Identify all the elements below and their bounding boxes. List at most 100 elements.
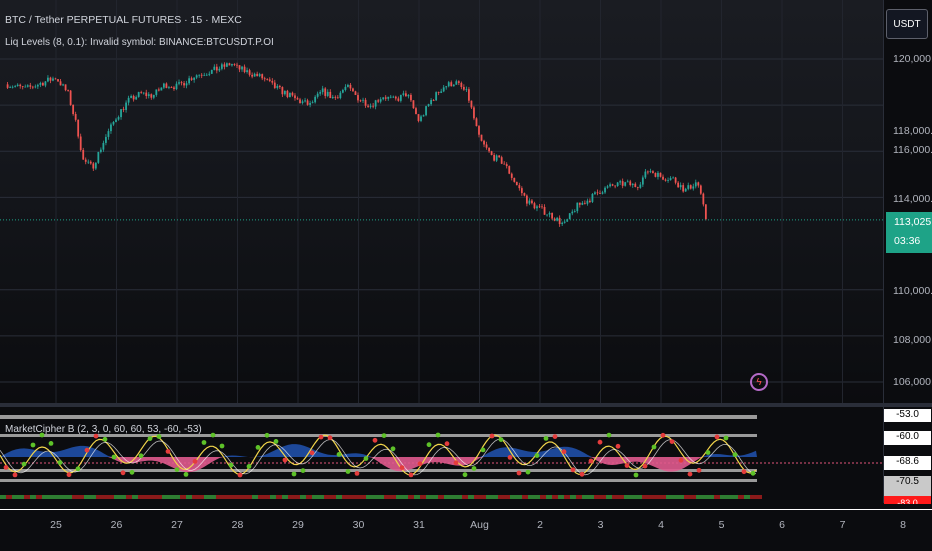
candle-body (601, 192, 604, 194)
candle-body (551, 213, 553, 219)
candle-body (183, 83, 185, 86)
pane-separator[interactable] (0, 403, 932, 407)
oscillator-legend[interactable]: MarketCipher B (2, 3, 0, 60, 60, 53, -60… (5, 424, 202, 435)
candle-body (362, 99, 364, 101)
osc-bottom-bar (330, 495, 336, 499)
price-tick-label: 110,000.0 (893, 285, 932, 297)
candle-body (531, 200, 533, 204)
candle-body (142, 92, 145, 94)
price-pane[interactable]: BTC / Tether PERPETUAL FUTURES · 15 · ME… (0, 0, 883, 403)
symbol-title[interactable]: BTC / Tether PERPETUAL FUTURES · 15 · ME… (5, 14, 242, 26)
osc-bottom-bar (228, 495, 234, 499)
osc-dot (165, 449, 171, 454)
candle-body (387, 96, 390, 99)
candle-body (427, 104, 430, 107)
osc-dot (561, 449, 567, 455)
candle-body (392, 96, 395, 98)
candle-body (352, 88, 354, 92)
candle-body (200, 74, 203, 76)
last-price-value: 113,025.2 (894, 216, 932, 228)
oscillator-pane[interactable]: MarketCipher B (2, 3, 0, 60, 60, 53, -60… (0, 407, 883, 503)
candle-body (664, 179, 667, 181)
osc-bottom-bar (726, 495, 732, 499)
candle-body (621, 181, 624, 186)
candle-body (679, 185, 682, 188)
osc-bottom-bar (582, 495, 588, 499)
osc-wave-1 (0, 434, 757, 476)
osc-bottom-bar (114, 495, 120, 499)
candle-body (372, 105, 375, 107)
candle-body (596, 192, 599, 194)
osc-bottom-bar (42, 495, 48, 499)
candle-body (704, 204, 707, 220)
candle-body (604, 187, 606, 193)
indicator-legend-liq-levels[interactable]: Liq Levels (8, 0.1): Invalid symbol: BIN… (5, 37, 274, 48)
candle-body (82, 149, 85, 160)
osc-dot (633, 472, 639, 478)
osc-bottom-bar (156, 495, 162, 499)
osc-bottom-bar (312, 495, 318, 499)
time-tick-label: 6 (779, 519, 785, 531)
osc-bottom-bar (594, 495, 600, 499)
osc-dot (309, 450, 315, 456)
osc-dot (741, 469, 747, 475)
osc-dot (156, 434, 162, 439)
candle-body (649, 171, 652, 173)
candle-body (646, 171, 649, 173)
currency-button[interactable]: USDT (886, 9, 928, 39)
osc-bottom-bar (528, 495, 534, 499)
osc-bottom-bar (756, 495, 762, 499)
candle-body (29, 85, 32, 87)
osc-bottom-bar (36, 495, 42, 499)
time-axis[interactable] (0, 509, 932, 551)
osc-bottom-bar (102, 495, 108, 499)
osc-dot (21, 461, 27, 467)
candle-body (99, 149, 102, 152)
osc-level-label: -83.0 (884, 496, 931, 504)
candle-body (515, 181, 518, 186)
candle-body (432, 100, 435, 101)
time-tick-label: 29 (292, 519, 304, 531)
lightning-bolt-icon[interactable]: ϟ (750, 373, 768, 391)
osc-dot (192, 459, 198, 464)
candle-body (662, 176, 664, 180)
price-tick-label: 114,000.0 (893, 193, 932, 205)
candle-body (170, 87, 173, 89)
candle-body (374, 100, 377, 107)
osc-bottom-bar (360, 495, 366, 499)
osc-dot (75, 466, 81, 472)
candle-body (248, 70, 251, 75)
candle-body (21, 86, 24, 87)
candle-body (520, 188, 523, 194)
candle-body (518, 185, 521, 189)
candle-body (490, 151, 493, 155)
candle-body (195, 75, 198, 78)
osc-bottom-bar (186, 495, 192, 499)
osc-bottom-bar (648, 495, 654, 499)
candle-body (241, 66, 243, 70)
candle-body (450, 82, 453, 87)
price-chart-svg[interactable] (0, 0, 883, 403)
candle-body (266, 79, 269, 80)
osc-dot (93, 433, 99, 439)
candle-body (578, 202, 581, 205)
price-axis[interactable] (883, 0, 932, 403)
candle-body (548, 213, 551, 215)
candle-body (34, 86, 37, 88)
candle-body (132, 95, 135, 100)
candle-body (165, 83, 168, 88)
osc-dot (291, 471, 297, 477)
candle-body (659, 172, 662, 177)
candle-body (336, 97, 339, 99)
candle-body (236, 64, 238, 66)
osc-dot (696, 467, 702, 473)
candle-body (591, 193, 594, 202)
time-tick-label: 3 (597, 519, 604, 531)
osc-bottom-bar (252, 495, 258, 499)
osc-bottom-bar (396, 495, 402, 499)
candle-body (402, 93, 405, 95)
candle-body (278, 85, 281, 88)
candle-body (639, 184, 642, 188)
candle-body (599, 193, 601, 194)
